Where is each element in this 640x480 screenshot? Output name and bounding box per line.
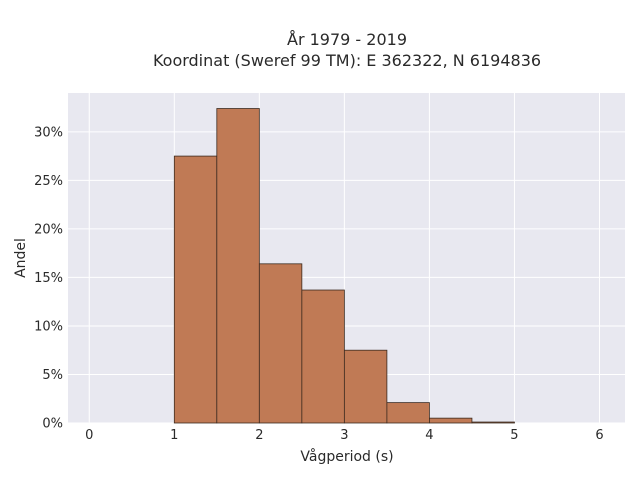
chart-title-line1: År 1979 - 2019 [287,30,407,49]
x-tick-label: 5 [510,428,518,443]
y-axis-label: Andel [13,238,29,278]
histogram-bars [173,108,515,424]
y-tick-label: 15% [34,271,63,286]
x-tick-label: 0 [85,428,93,443]
x-tick-label: 1 [170,428,178,443]
x-tick-label: 2 [255,428,263,443]
histogram-bar [471,421,515,424]
histogram-bar [173,155,218,424]
histogram-bar [258,263,303,424]
y-tick-labels: 0% 5% 10% 15% 20% 25% 30% [34,125,63,431]
y-tick-label: 5% [42,368,63,383]
y-tick-label: 25% [34,174,63,189]
y-tick-label: 30% [34,125,63,140]
histogram-bar [386,402,430,424]
y-tick-label: 20% [34,222,63,237]
y-tick-label: 0% [42,417,63,432]
histogram-bar [343,349,388,424]
x-axis-label: Vågperiod (s) [300,448,393,465]
histogram-bar [301,289,345,424]
x-tick-label: 4 [425,428,433,443]
chart-title-line2: Koordinat (Sweref 99 TM): E 362322, N 61… [153,51,541,70]
x-tick-label: 6 [595,428,603,443]
y-tick-label: 10% [34,319,63,334]
x-tick-label: 3 [340,428,348,443]
histogram-bar [429,417,473,424]
histogram-bar [216,108,260,424]
x-tick-labels: 0 1 2 3 4 5 6 [85,428,604,443]
